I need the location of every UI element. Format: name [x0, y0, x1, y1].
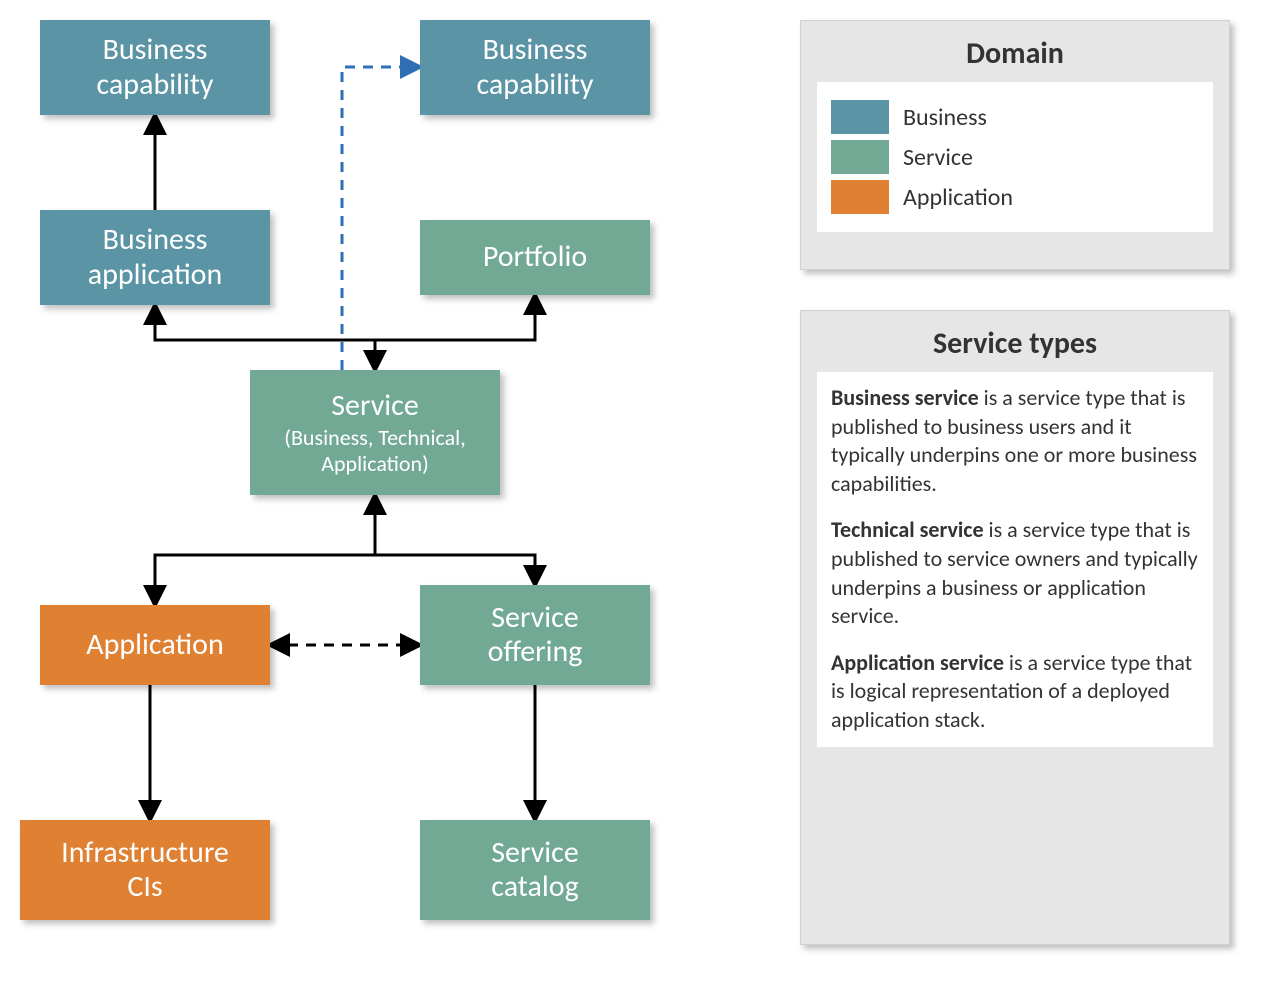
- node-infra: InfrastructureCIs: [20, 820, 270, 920]
- node-portfolio: Portfolio: [420, 220, 650, 295]
- service-type-name: Business service: [831, 384, 979, 411]
- legend-row: Service: [831, 140, 1199, 174]
- edge-service-to-bapp: [155, 305, 375, 370]
- node-bc_left: Businesscapability: [40, 20, 270, 115]
- legend-row: Business: [831, 100, 1199, 134]
- legend-swatch-application: [831, 180, 889, 214]
- node-label: Servicecatalog: [491, 836, 579, 905]
- legend-swatch-service: [831, 140, 889, 174]
- node-label: Portfolio: [483, 240, 587, 275]
- node-sublabel: (Business, Technical, Application): [250, 425, 500, 476]
- service-type-entry: Application service is a service type th…: [831, 649, 1199, 735]
- service-type-entry: Business service is a service type that …: [831, 384, 1199, 498]
- node-offering: Serviceoffering: [420, 585, 650, 685]
- legend-label: Service: [903, 143, 973, 172]
- service-type-entry: Technical service is a service type that…: [831, 516, 1199, 630]
- node-bapp: Businessapplication: [40, 210, 270, 305]
- node-service: Service(Business, Technical, Application…: [250, 370, 500, 495]
- node-label: Service: [331, 389, 419, 424]
- legend-title: Domain: [817, 35, 1213, 72]
- node-label: InfrastructureCIs: [61, 836, 229, 905]
- legend-panel: Domain Business Service Application: [800, 20, 1230, 270]
- legend-label: Application: [903, 183, 1013, 212]
- node-app: Application: [40, 605, 270, 685]
- node-bc_right: Businesscapability: [420, 20, 650, 115]
- legend-label: Business: [903, 103, 987, 132]
- edge-app-to-service: [155, 495, 375, 605]
- service-types-title: Service types: [817, 325, 1213, 362]
- node-label: Businessapplication: [88, 223, 223, 292]
- edge-service-dash-bc: [342, 67, 420, 370]
- node-label: Businesscapability: [477, 33, 594, 102]
- service-types-panel: Service types Business service is a serv…: [800, 310, 1230, 945]
- node-catalog: Servicecatalog: [420, 820, 650, 920]
- node-label: Serviceoffering: [488, 601, 583, 670]
- legend-body: Business Service Application: [817, 82, 1213, 232]
- service-type-name: Technical service: [831, 516, 984, 543]
- legend-swatch-business: [831, 100, 889, 134]
- node-label: Businesscapability: [97, 33, 214, 102]
- edge-offering-to-svc: [375, 495, 535, 585]
- node-label: Application: [86, 628, 223, 663]
- service-types-body: Business service is a service type that …: [817, 372, 1213, 747]
- legend-row: Application: [831, 180, 1199, 214]
- edge-service-to-port: [375, 295, 535, 370]
- service-type-name: Application service: [831, 649, 1004, 676]
